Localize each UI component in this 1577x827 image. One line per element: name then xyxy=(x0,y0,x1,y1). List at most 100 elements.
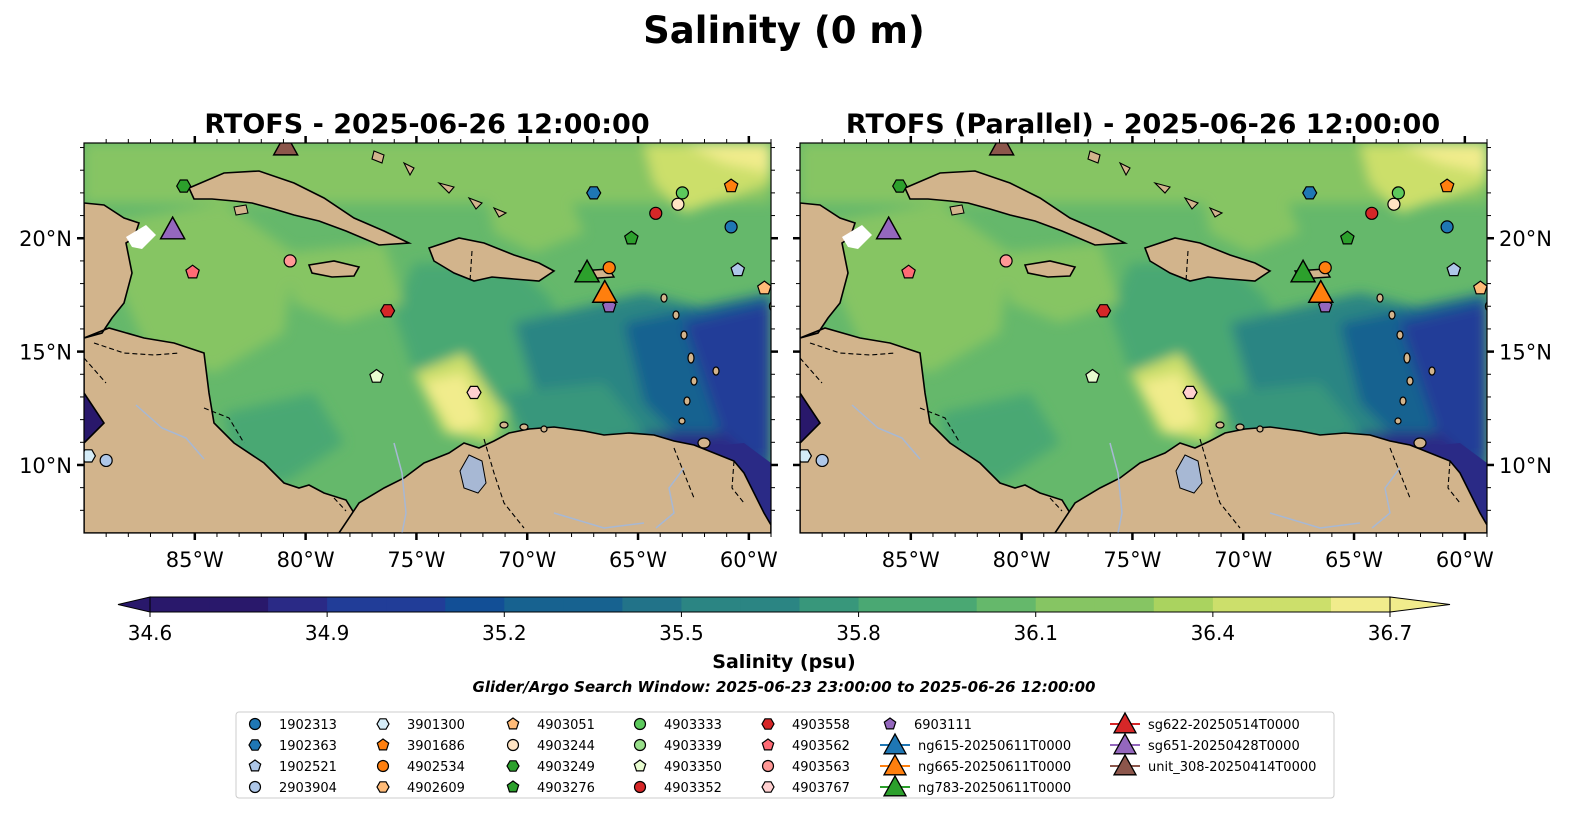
float-marker-2903904 xyxy=(99,453,113,468)
colorbar-segment xyxy=(563,597,623,612)
glider-marker-ng665-20250611T0000 xyxy=(1307,279,1334,303)
y-tick-label: 20°N xyxy=(19,227,72,251)
float-marker-4902534 xyxy=(602,261,616,275)
legend-label: ng615-20250611T0000 xyxy=(918,739,1071,754)
legend-label: 1902521 xyxy=(279,760,337,775)
legend-marker xyxy=(376,759,390,773)
panel-right-title: RTOFS (Parallel) - 2025-06-26 12:00:00 xyxy=(846,109,1440,140)
legend-label: 3901686 xyxy=(407,739,465,754)
legend-item: 6903111 xyxy=(883,717,972,733)
float-marker-4903562 xyxy=(185,264,200,279)
colorbar-segment xyxy=(504,597,564,612)
colorbar-tick-label: 36.1 xyxy=(1013,621,1058,645)
x-tick-label: 85°W xyxy=(882,548,940,572)
legend-item: 3901686 xyxy=(376,738,465,754)
float-marker-1902521 xyxy=(1446,262,1462,277)
legend-label: 6903111 xyxy=(914,718,972,733)
panel-left: RTOFS - 2025-06-26 12:00:00 85°W 80°W 75°W… xyxy=(19,109,778,572)
float-marker-4903563 xyxy=(283,254,297,268)
panel-right: RTOFS (Parallel) - 2025-06-26 12:00:00 8… xyxy=(793,109,1552,572)
legend-label: 4903562 xyxy=(792,739,850,754)
float-marker-4903350 xyxy=(1085,368,1100,383)
x-tick-label: 80°W xyxy=(993,548,1051,572)
colorbar-segment xyxy=(976,597,1037,612)
panel-left-title: RTOFS - 2025-06-26 12:00:00 xyxy=(204,109,649,140)
float-marker-4903244 xyxy=(1387,197,1401,211)
legend-label: 4903563 xyxy=(792,760,850,775)
legend-item: 4902609 xyxy=(376,781,465,796)
x-tick-label: 75°W xyxy=(1103,548,1161,572)
float-marker-3901300 xyxy=(800,449,813,463)
legend-label: 1902363 xyxy=(279,739,337,754)
legend-marker xyxy=(506,760,520,772)
legend-marker xyxy=(506,717,520,730)
legend-item: 4903333 xyxy=(633,717,722,733)
legend-label: ng783-20250611T0000 xyxy=(918,781,1071,796)
float-marker-4903350 xyxy=(369,368,384,383)
colorbar-segment xyxy=(799,597,860,612)
legend-item: 3901300 xyxy=(376,718,465,733)
legend-label: 4903244 xyxy=(537,739,595,754)
colorbar-segment xyxy=(327,597,387,612)
legend-item: sg622-20250514T0000 xyxy=(1110,711,1300,734)
legend-item: 4903563 xyxy=(761,759,850,775)
legend-label: 3901300 xyxy=(407,718,465,733)
legend-marker xyxy=(248,739,262,751)
colorbar-tick-label: 35.2 xyxy=(482,621,527,645)
legend-marker xyxy=(248,717,262,731)
legend-item: 4903249 xyxy=(506,760,595,775)
legend-item: 2903904 xyxy=(248,780,337,796)
legend-item: 1902521 xyxy=(248,759,337,775)
colorbar-label: Salinity (psu) xyxy=(712,651,855,673)
float-marker-1902521 xyxy=(730,262,746,277)
y-tick-label: 20°N xyxy=(1499,227,1552,251)
legend-item: 4903244 xyxy=(506,738,595,754)
x-tick-label: 85°W xyxy=(166,548,224,572)
float-marker-4903558 xyxy=(1095,304,1112,318)
glider-marker-ng665-20250611T0000 xyxy=(591,279,618,303)
colorbar-segment xyxy=(681,597,741,612)
float-marker-4903244 xyxy=(671,197,685,211)
colorbar-segment xyxy=(445,597,505,612)
search-window-note: Glider/Argo Search Window: 2025-06-23 23… xyxy=(473,678,1096,696)
colorbar-segment xyxy=(1094,597,1155,612)
x-tick-label: 60°W xyxy=(720,548,778,572)
legend-label: 1902313 xyxy=(279,718,337,733)
float-marker-3901686 xyxy=(1439,178,1455,193)
legend-marker xyxy=(761,759,775,773)
float-marker-4903562 xyxy=(901,264,916,279)
x-tick-label: 65°W xyxy=(609,548,667,572)
colorbar-tick-label: 35.8 xyxy=(836,621,881,645)
glider-marker-ng783-20250611T0000 xyxy=(1289,258,1317,283)
legend-marker xyxy=(376,738,390,751)
float-marker-4903333 xyxy=(675,186,689,200)
glider-marker-ng783-20250611T0000 xyxy=(573,258,601,283)
legend-label: sg651-20250428T0000 xyxy=(1148,739,1300,754)
colorbar-segment xyxy=(1212,597,1273,612)
legend-label: 4903339 xyxy=(664,739,722,754)
legend-label: 4903767 xyxy=(792,781,850,796)
colorbar-tick-label: 35.5 xyxy=(659,621,704,645)
colorbar-segment xyxy=(622,597,682,612)
x-tick-label: 60°W xyxy=(1436,548,1494,572)
colorbar-segment xyxy=(386,597,446,612)
legend-item: 4902534 xyxy=(376,759,465,775)
x-tick-label: 65°W xyxy=(1325,548,1383,572)
float-marker-1902313 xyxy=(724,220,738,234)
colorbar-tick-label: 34.6 xyxy=(128,621,173,645)
float-marker-4902609 xyxy=(1491,264,1505,276)
legend-item: 4903339 xyxy=(633,738,722,754)
x-tick-label: 70°W xyxy=(498,548,556,572)
x-tick-label: 80°W xyxy=(277,548,335,572)
float-marker-4903563 xyxy=(999,254,1013,268)
legend-marker xyxy=(633,717,647,731)
float-marker-4902534 xyxy=(1318,261,1332,275)
legend-label: 4903333 xyxy=(664,718,722,733)
colorbar-segment xyxy=(917,597,978,612)
legend-label: ng665-20250611T0000 xyxy=(918,760,1071,775)
legend-marker xyxy=(376,718,390,730)
y-tick-label: 10°N xyxy=(1499,454,1552,478)
legend-marker xyxy=(761,738,775,751)
legend-label: unit_308-20250414T0000 xyxy=(1148,760,1316,775)
float-marker-3901300 xyxy=(84,449,97,463)
